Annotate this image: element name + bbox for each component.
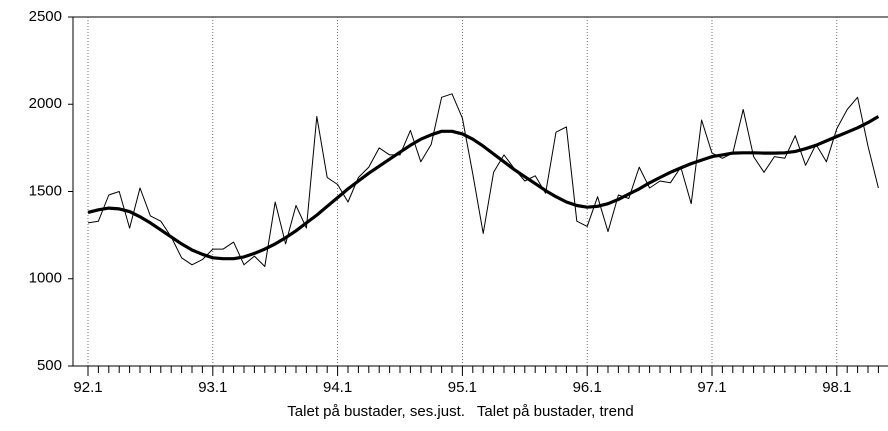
y-tick-label: 2500 xyxy=(29,8,62,25)
legend-label: Talet på bustader, ses.just. xyxy=(287,403,465,420)
x-tick-label: 92.1 xyxy=(73,379,102,396)
x-tick-label: 95.1 xyxy=(448,379,477,396)
y-tick-label: 500 xyxy=(37,357,62,374)
x-tick-label: 96.1 xyxy=(573,379,602,396)
legend-label: Talet på bustader, trend xyxy=(477,403,634,420)
y-tick-label: 1000 xyxy=(29,270,62,287)
x-tick-label: 98.1 xyxy=(822,379,851,396)
y-tick-label: 2000 xyxy=(29,95,62,112)
x-tick-label: 93.1 xyxy=(198,379,227,396)
series-line xyxy=(87,115,880,261)
y-tick-label: 1500 xyxy=(29,182,62,199)
x-tick-label: 94.1 xyxy=(323,379,352,396)
series-line xyxy=(87,93,879,267)
x-tick-label: 97.1 xyxy=(697,379,726,396)
